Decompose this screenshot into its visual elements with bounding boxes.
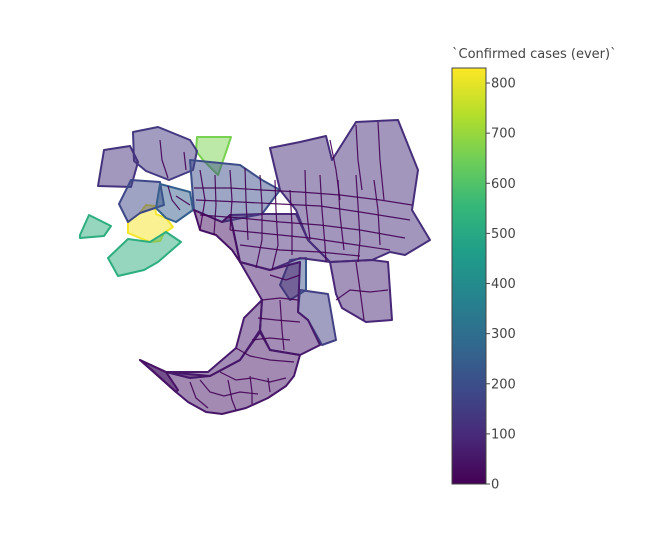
colorbar-tick-label: 200 — [491, 377, 516, 392]
region-peninsula-south[interactable] — [139, 331, 301, 415]
colorbar-title: `Confirmed cases (ever)` — [452, 47, 617, 62]
region-teal-west[interactable] — [79, 214, 112, 239]
region-far-west[interactable] — [97, 145, 139, 188]
colorbar-tick-label: 300 — [491, 327, 516, 342]
suburb-boundaries — [159, 121, 413, 411]
region-west-mid[interactable] — [118, 179, 165, 223]
colorbar-tick-label: 400 — [491, 277, 516, 292]
region-north-west[interactable] — [132, 126, 198, 181]
colorbar: `Confirmed cases (ever)` 0 100 200 300 400 50… — [451, 47, 617, 493]
colorbar-tick-label: 100 — [491, 427, 516, 442]
region-peninsula-west[interactable] — [139, 359, 179, 393]
region-teal-south[interactable] — [107, 231, 182, 277]
colorbar-tick-label: 500 — [491, 227, 516, 242]
colorbar-tick-label: 700 — [491, 127, 516, 142]
colorbar-tick-label: 600 — [491, 177, 516, 192]
map-regions — [79, 119, 431, 415]
colorbar-tick-label: 0 — [491, 478, 499, 493]
colorbar-tick-label: 800 — [491, 77, 516, 92]
colorbar-ticks: 0 100 200 300 400 500 600 700 800 — [486, 77, 516, 493]
colorbar-gradient — [451, 67, 487, 485]
region-inner-city[interactable] — [193, 209, 241, 263]
